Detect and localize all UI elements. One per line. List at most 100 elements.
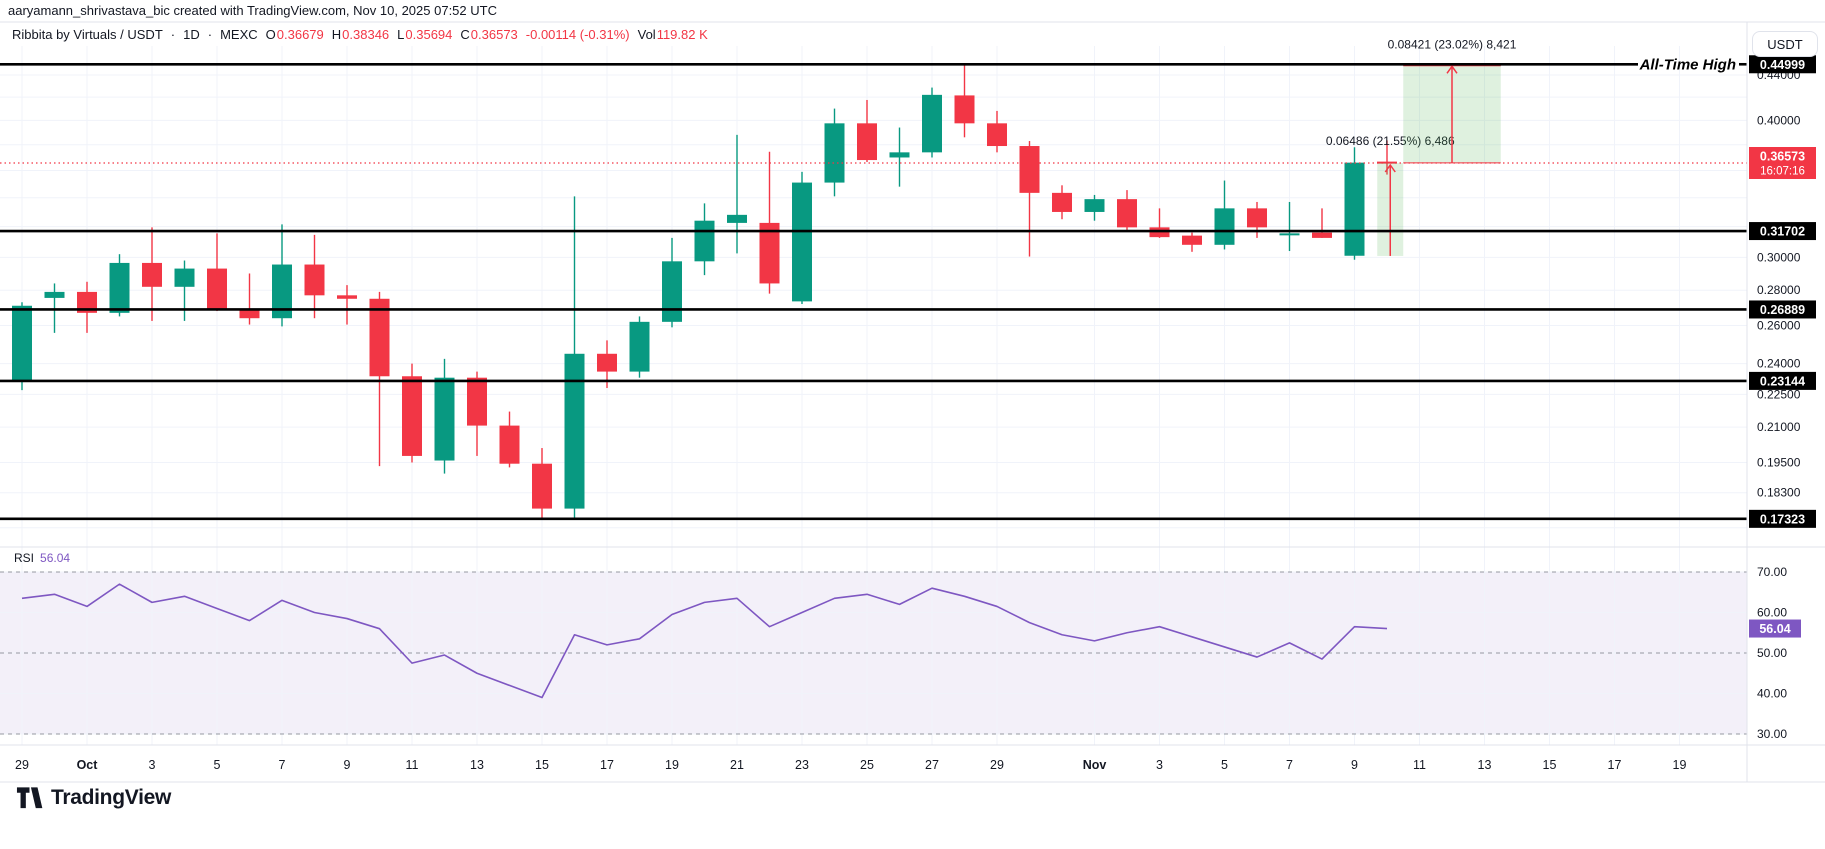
- candle-body: [1019, 146, 1040, 193]
- candle-body: [109, 262, 130, 313]
- price-tick-label: 0.26000: [1757, 318, 1801, 332]
- rsi-tick-label: 30.00: [1757, 727, 1787, 741]
- candle-body: [1084, 199, 1105, 212]
- countdown-timer: 16:07:16: [1760, 166, 1805, 178]
- horizontal-level-lines[interactable]: All-Time High: [0, 56, 1747, 521]
- candle-body: [1247, 208, 1267, 228]
- time-tick-label: 13: [470, 758, 484, 772]
- candle-body: [727, 214, 747, 223]
- candle-body: [824, 123, 845, 183]
- tradingview-logo[interactable]: TradingView: [16, 786, 171, 810]
- svg-text:0.36573: 0.36573: [1760, 150, 1805, 164]
- time-tick-label: 17: [1608, 758, 1622, 772]
- symbol-title[interactable]: Ribbita by Virtuals / USDT: [12, 27, 163, 42]
- time-tick-label: 23: [795, 758, 809, 772]
- time-tick-label: 11: [406, 758, 419, 772]
- time-tick-label: 27: [925, 758, 939, 772]
- rsi-value-badge: [1749, 619, 1801, 638]
- time-tick-label: 29: [15, 758, 29, 772]
- measure-upper-label: 0.08421 (23.02%) 8,421: [1388, 37, 1517, 51]
- candle-body: [954, 95, 975, 124]
- candle-body: [1279, 233, 1300, 236]
- candle-body: [207, 268, 227, 310]
- rsi-tick-label: 50.00: [1757, 646, 1787, 660]
- candle-body: [12, 305, 32, 382]
- time-tick-label: 9: [1351, 758, 1358, 772]
- svg-text:56.04: 56.04: [1759, 622, 1790, 636]
- candle-body: [1312, 232, 1332, 238]
- time-tick-label: 29: [990, 758, 1004, 772]
- candlestick-series: [12, 64, 1397, 519]
- ath-label: All-Time High: [1639, 56, 1736, 73]
- change-value: -0.00114 (-0.31%): [525, 27, 630, 42]
- candle-body: [987, 123, 1007, 147]
- candle-body: [1344, 162, 1365, 256]
- attribution-text: aaryamann_shrivastava_bic created with T…: [8, 3, 497, 18]
- candle-body: [532, 463, 552, 509]
- candle-body: [1052, 192, 1072, 212]
- tradingview-logo-text: TradingView: [51, 786, 172, 809]
- last-price-badge: [1749, 147, 1816, 179]
- level-price-badge: [1749, 222, 1816, 241]
- candle-body: [77, 291, 97, 313]
- svg-text:0.26889: 0.26889: [1760, 303, 1805, 317]
- candle-body: [759, 222, 780, 284]
- close-value: C 0.36573: [460, 27, 518, 42]
- rsi-label: RSI: [14, 551, 35, 565]
- open-value: O 0.36679: [265, 27, 324, 42]
- measure-arrow-head: [1384, 163, 1396, 173]
- time-tick-label: 5: [1221, 758, 1228, 772]
- level-price-badge: [1749, 509, 1816, 528]
- level-price-badge: [1749, 55, 1816, 74]
- price-tick-label: 0.22500: [1757, 387, 1801, 401]
- time-tick-label: 5: [214, 758, 221, 772]
- candle-body: [369, 298, 390, 377]
- rsi-tick-label: 40.00: [1757, 687, 1787, 701]
- price-tick-label: 0.40000: [1757, 113, 1801, 127]
- candle-body: [467, 377, 487, 426]
- price-axis[interactable]: 0.440000.400000.300000.280000.260000.240…: [1749, 55, 1816, 741]
- candle-body: [922, 94, 942, 153]
- chart-canvas[interactable]: 0.06486 (21.55%) 6,486 0.08421 (23.02%) 8…: [0, 0, 1825, 785]
- exchange-label: MEXC: [220, 27, 258, 42]
- price-tick-label: 0.18300: [1757, 486, 1801, 500]
- candle-body: [434, 377, 455, 461]
- candle-body: [402, 376, 422, 456]
- measure-lower-label: 0.06486 (21.55%) 6,486: [1326, 134, 1455, 148]
- measure-arrow-head: [1446, 64, 1458, 74]
- time-tick-label: 7: [1286, 758, 1293, 772]
- candle-body: [629, 321, 650, 372]
- level-price-badge: [1749, 300, 1816, 319]
- interval-label[interactable]: 1D: [183, 27, 200, 42]
- price-tick-label: 0.28000: [1757, 283, 1801, 297]
- time-tick-label: 17: [600, 758, 614, 772]
- tradingview-logo-icon: [16, 787, 43, 809]
- svg-text:0.23144: 0.23144: [1760, 374, 1805, 388]
- candle-body: [1214, 208, 1235, 245]
- separator-dot: ·: [207, 27, 213, 42]
- time-axis[interactable]: 29 Oct 3 5 7 9 11 13 15 17 19 21 23 25 27 29 Nov 3 5 7 9 11 13…: [15, 758, 1686, 772]
- symbol-header[interactable]: Ribbita by Virtuals / USDT · 1D · MEXC O…: [12, 27, 708, 42]
- grid-lines: [0, 46, 1747, 745]
- time-tick-label: 15: [535, 758, 549, 772]
- volume-value: Vol 119.82 K: [637, 27, 708, 42]
- candle-body: [694, 220, 715, 262]
- time-tick-label: 9: [344, 758, 351, 772]
- high-value: H 0.38346: [331, 27, 390, 42]
- price-tick-label: 0.30000: [1757, 250, 1801, 264]
- candle-body: [304, 264, 325, 296]
- time-tick-label: 19: [665, 758, 679, 772]
- candle-body: [792, 182, 812, 302]
- rsi-indicator-legend[interactable]: RSI 56.04: [14, 551, 70, 565]
- time-tick-label: 7: [279, 758, 286, 772]
- svg-text:0.17323: 0.17323: [1760, 512, 1805, 526]
- candle-body: [1182, 235, 1202, 245]
- pane-separators: [0, 21, 1825, 783]
- time-tick-label: 19: [1673, 758, 1687, 772]
- currency-toggle-button[interactable]: USDT: [1752, 31, 1818, 57]
- rsi-line: [21, 583, 1388, 699]
- time-tick-label: 3: [149, 758, 156, 772]
- time-tick-label: 13: [1478, 758, 1492, 772]
- measurement-drawings[interactable]: 0.06486 (21.55%) 6,486 0.08421 (23.02%) 8…: [1326, 37, 1517, 256]
